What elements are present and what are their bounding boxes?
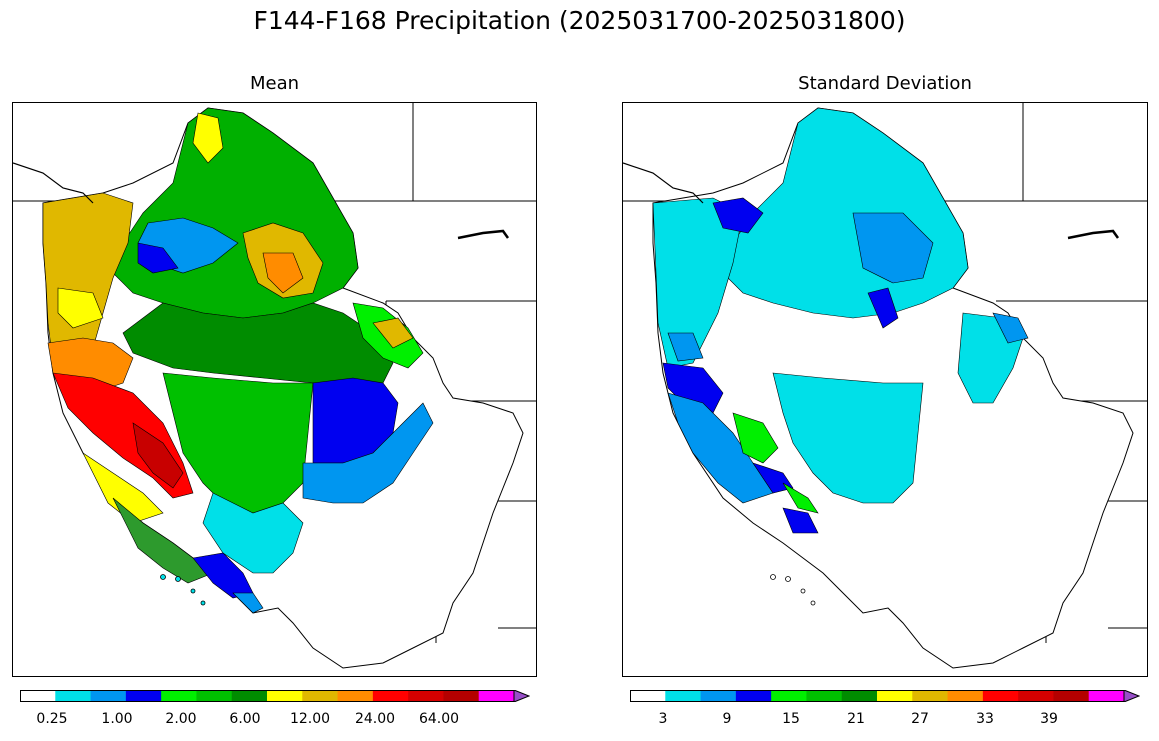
colorbar-tick: 12.00 (289, 711, 331, 727)
colorbar-segment (806, 690, 843, 702)
colorbar-segment (665, 690, 702, 702)
colorbar-std (630, 690, 1140, 702)
colorbar-std-graphic (630, 690, 1140, 702)
map-mean[interactable] (12, 102, 537, 677)
figure-title: F144-F168 Precipitation (2025031700-2025… (253, 6, 906, 35)
colorbar-segment (700, 690, 737, 702)
colorbar-tick: 15 (782, 711, 800, 727)
colorbar-segment (1053, 690, 1090, 702)
colorbar-tick: 39 (1040, 711, 1058, 727)
colorbar-segment (372, 690, 409, 702)
colorbar-segment (90, 690, 127, 702)
panel-title-mean: Mean (249, 73, 300, 94)
colorbar-segment (20, 690, 56, 702)
colorbar-segment (841, 690, 878, 702)
mean-map-graphic (13, 103, 536, 669)
std-map-graphic (623, 103, 1147, 669)
colorbar-extend-arrow (513, 690, 530, 702)
colorbar-segment (196, 690, 233, 702)
colorbar-mean (20, 690, 530, 702)
colorbar-segment (877, 690, 913, 702)
colorbar-extend-arrow (1123, 690, 1140, 702)
colorbar-mean-graphic (20, 690, 530, 702)
colorbar-outline (630, 690, 1125, 702)
colorbar-segment (161, 690, 197, 702)
colorbar-segment (443, 690, 480, 702)
colorbar-segment (1088, 690, 1125, 702)
colorbar-tick: 24.00 (354, 711, 396, 727)
colorbar-segment (912, 690, 949, 702)
colorbar-tick: 3 (658, 711, 668, 727)
colorbar-tick: 27 (911, 711, 929, 727)
colorbar-segment (55, 690, 92, 702)
colorbar-segment (947, 690, 984, 702)
border-line (1108, 627, 1147, 629)
colorbar-tick: 33 (976, 711, 994, 727)
colorbar-tick: 21 (847, 711, 865, 727)
colorbar-segment (1018, 690, 1054, 702)
colorbar-tick: 0.25 (36, 711, 68, 727)
colorbar-segment (267, 690, 303, 702)
colorbar-segment (982, 690, 1019, 702)
colorbar-segment (478, 690, 515, 702)
colorbar-segment (630, 690, 666, 702)
colorbar-segment (337, 690, 374, 702)
colorbar-segment (408, 690, 444, 702)
colorbar-outline (20, 690, 515, 702)
colorbar-tick: 9 (722, 711, 732, 727)
colorbar-segment (302, 690, 339, 702)
panel-title-std: Standard Deviation (798, 73, 972, 94)
colorbar-segment (125, 690, 162, 702)
colorbar-tick: 2.00 (165, 711, 197, 727)
colorbar-tick: 6.00 (229, 711, 261, 727)
colorbar-segment (231, 690, 268, 702)
colorbar-segment (771, 690, 807, 702)
colorbar-tick: 1.00 (101, 711, 133, 727)
map-std[interactable] (622, 102, 1148, 677)
colorbar-segment (735, 690, 772, 702)
border-line (498, 627, 536, 629)
colorbar-tick: 64.00 (418, 711, 460, 727)
